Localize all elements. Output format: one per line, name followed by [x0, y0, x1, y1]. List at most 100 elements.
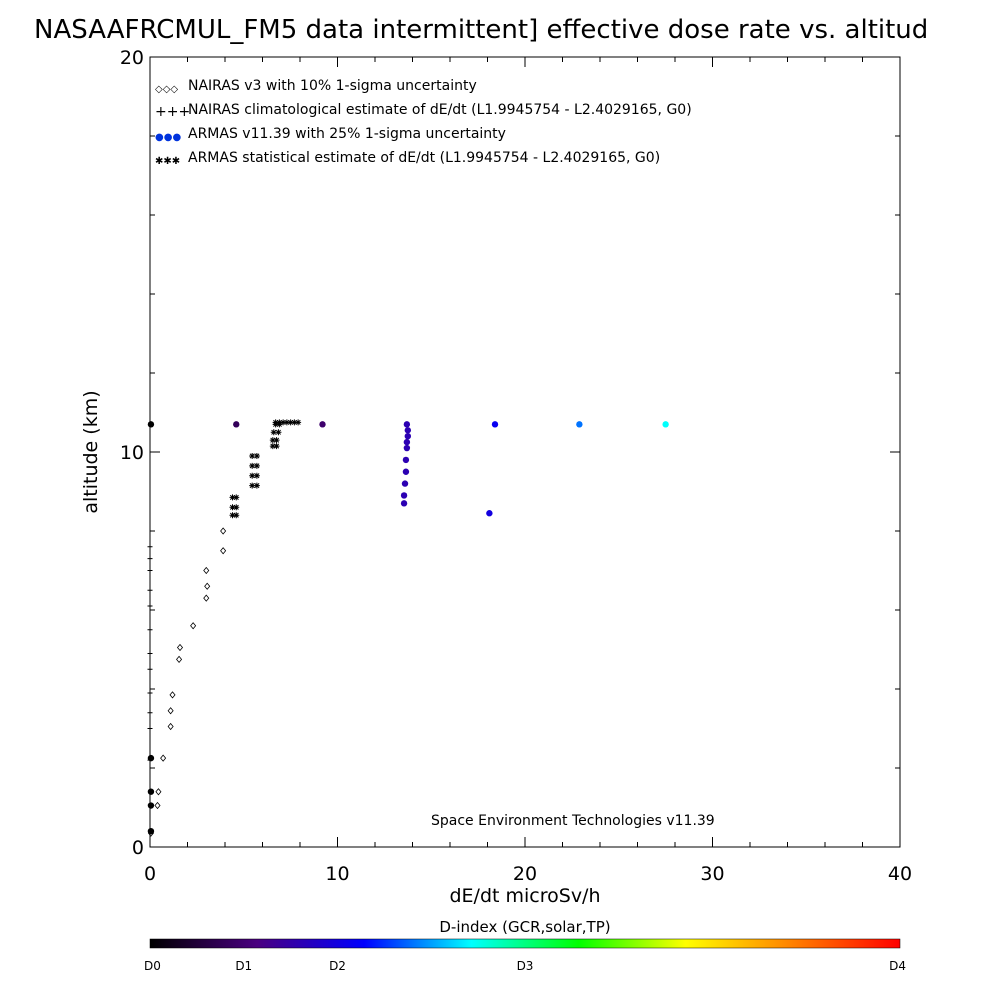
- armas-statistical-point: [280, 419, 287, 426]
- nairas-point: [154, 801, 161, 810]
- nairas-point: [155, 788, 162, 796]
- y-tick-label: 10: [120, 442, 144, 464]
- x-tick-label: 30: [700, 863, 724, 885]
- legend-label: NAIRAS v3 with 10% 1-sigma uncertainty: [188, 78, 477, 94]
- armas-statistical-point: [269, 443, 276, 450]
- armas-point: [400, 500, 408, 507]
- x-axis-label: dE/dt microSv/h: [449, 885, 600, 907]
- colorbar: [149, 938, 901, 949]
- nairas-climatology-point: [147, 556, 153, 562]
- armas-statistical-point: [269, 437, 276, 444]
- armas-point: [147, 788, 155, 795]
- x-tick-label: 20: [513, 863, 537, 885]
- nairas-point: [176, 643, 184, 652]
- y-axis-label: altitude (km): [80, 390, 102, 513]
- nairas-point: [220, 547, 227, 555]
- legend-marker-dot: ●●●: [155, 132, 181, 143]
- armas-statistical-point: [253, 452, 260, 459]
- armas-statistical-point: [276, 419, 283, 426]
- armas-statistical-point: [229, 512, 236, 519]
- nairas-point: [203, 594, 210, 602]
- armas-statistical-point: [270, 429, 277, 436]
- nairas-point: [167, 707, 174, 715]
- armas-statistical-point: [233, 512, 240, 519]
- colorbar-title: D-index (GCR,solar,TP): [439, 918, 610, 936]
- armas-point: [403, 444, 411, 452]
- armas-point: [147, 828, 155, 835]
- armas-statistical-point: [233, 494, 240, 501]
- armas-statistical-point: [295, 419, 302, 426]
- armas-statistical-point: [273, 443, 280, 450]
- legend-label: ARMAS v11.39 with 25% 1-sigma uncertaint…: [188, 126, 506, 142]
- nairas-point: [220, 527, 227, 535]
- plot-area: [149, 56, 901, 848]
- armas-point: [486, 510, 493, 517]
- armas-statistical-point: [253, 472, 260, 479]
- colorbar-label: D2: [329, 959, 346, 973]
- armas-point: [403, 438, 411, 446]
- nairas-climatology-point: [147, 603, 153, 609]
- colorbar-labels: D0 D1 D2 D3 D4: [144, 959, 906, 973]
- armas-point: [662, 421, 669, 428]
- legend: ◇◇◇ NAIRAS v3 with 10% 1-sigma uncertaint…: [155, 78, 692, 167]
- nairas-climatology-point: [147, 726, 153, 731]
- armas-statistical-point: [249, 472, 256, 479]
- nairas-point: [169, 691, 176, 699]
- armas-statistical-point: [283, 419, 290, 426]
- colorbar-label: D1: [235, 959, 252, 973]
- armas-point: [401, 480, 409, 487]
- nairas-climatology-point: [147, 666, 153, 672]
- nairas-climatology-point: [147, 544, 153, 550]
- armas-statistical-point: [249, 482, 256, 489]
- axis-ticks: [149, 56, 901, 848]
- nairas-point: [190, 622, 197, 630]
- armas-statistical-point: [287, 419, 294, 426]
- armas-point: [403, 421, 411, 428]
- armas-statistical-point: [229, 504, 236, 511]
- armas-point: [402, 468, 410, 475]
- colorbar-label: D4: [889, 959, 906, 973]
- armas-point: [576, 421, 583, 428]
- nairas-climatology-point: [147, 650, 153, 656]
- chart-title: NASAAFRCMUL_FM5 data intermittent] effec…: [34, 15, 928, 45]
- armas-statistical-point: [233, 504, 240, 511]
- armas-point: [404, 427, 412, 434]
- x-tick-label: 10: [325, 863, 349, 885]
- nairas-climatology-point: [147, 587, 153, 593]
- y-tick-label: 20: [120, 47, 144, 69]
- axis-tick-labels: 0 10 20 30 40 0 10 20: [120, 47, 912, 885]
- colorbar-label: D3: [517, 959, 534, 973]
- armas-statistical-point: [291, 419, 298, 426]
- data-points: [147, 419, 669, 837]
- nairas-climatology-point: [147, 710, 153, 716]
- nairas-point: [167, 722, 174, 731]
- legend-marker-diamond: ◇◇◇: [155, 84, 178, 95]
- y-tick-label: 0: [132, 837, 144, 859]
- legend-label: ARMAS statistical estimate of dE/dt (L1.…: [188, 150, 660, 166]
- nairas-point: [160, 754, 167, 762]
- armas-statistical-point: [249, 452, 256, 459]
- armas-point: [147, 802, 155, 809]
- credit-text: Space Environment Technologies v11.39: [431, 813, 715, 829]
- nairas-point: [204, 582, 211, 590]
- armas-statistical-point: [253, 482, 260, 489]
- nairas-climatology-point: [147, 568, 153, 573]
- armas-statistical-point: [229, 494, 236, 501]
- armas-point: [400, 492, 408, 499]
- armas-point: [233, 421, 240, 428]
- x-tick-label: 0: [144, 863, 156, 885]
- nairas-point: [203, 566, 210, 575]
- armas-point: [147, 754, 155, 762]
- armas-statistical-point: [272, 419, 279, 426]
- armas-statistical-point: [273, 437, 280, 444]
- armas-statistical-point: [249, 462, 256, 469]
- legend-marker-plus: +++: [155, 104, 190, 120]
- x-tick-label: 40: [888, 863, 912, 885]
- nairas-climatology-point: [147, 627, 153, 633]
- armas-point: [404, 433, 412, 440]
- armas-point: [319, 421, 326, 428]
- nairas-climatology-point: [147, 690, 153, 696]
- nairas-point: [176, 655, 183, 663]
- armas-statistical-point: [253, 462, 260, 469]
- armas-point: [402, 456, 410, 464]
